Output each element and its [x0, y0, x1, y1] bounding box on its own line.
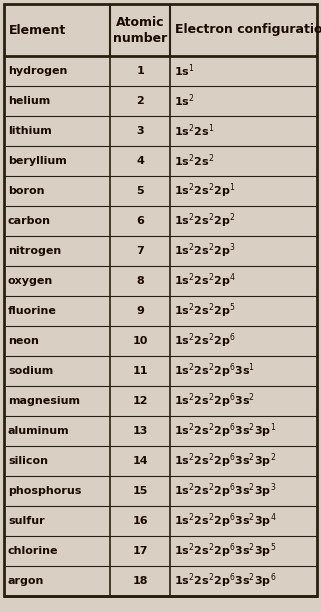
Text: helium: helium [8, 96, 50, 106]
Text: argon: argon [8, 576, 44, 586]
Text: silicon: silicon [8, 456, 48, 466]
Text: Element: Element [9, 23, 66, 37]
Text: 5: 5 [136, 186, 144, 196]
Text: 15: 15 [133, 486, 148, 496]
Text: Atomic
number: Atomic number [113, 15, 167, 45]
Text: 1s$^2$2s$^2$2p$^6$3s$^2$3p$^2$: 1s$^2$2s$^2$2p$^6$3s$^2$3p$^2$ [174, 452, 276, 470]
Text: 18: 18 [132, 576, 148, 586]
Text: 1s$^2$2s$^2$2p$^6$3s$^2$3p$^3$: 1s$^2$2s$^2$2p$^6$3s$^2$3p$^3$ [174, 482, 276, 500]
Text: beryllium: beryllium [8, 156, 67, 166]
Text: 13: 13 [133, 426, 148, 436]
Text: 1: 1 [136, 66, 144, 76]
Text: boron: boron [8, 186, 45, 196]
Text: sodium: sodium [8, 366, 53, 376]
Text: carbon: carbon [8, 216, 51, 226]
Text: oxygen: oxygen [8, 276, 53, 286]
Text: 1s$^2$2s$^1$: 1s$^2$2s$^1$ [174, 122, 214, 140]
Text: 1s$^2$2s$^2$2p$^6$: 1s$^2$2s$^2$2p$^6$ [174, 332, 236, 350]
Text: fluorine: fluorine [8, 306, 57, 316]
Text: 9: 9 [136, 306, 144, 316]
Text: 1s$^2$2s$^2$: 1s$^2$2s$^2$ [174, 153, 214, 170]
Text: 1s$^2$2s$^2$2p$^1$: 1s$^2$2s$^2$2p$^1$ [174, 182, 235, 200]
Text: 12: 12 [132, 396, 148, 406]
Text: Electron configuration: Electron configuration [175, 23, 321, 37]
Text: 2: 2 [136, 96, 144, 106]
Text: neon: neon [8, 336, 39, 346]
Text: 14: 14 [132, 456, 148, 466]
Text: 7: 7 [136, 246, 144, 256]
Text: lithium: lithium [8, 126, 52, 136]
Text: sulfur: sulfur [8, 516, 45, 526]
Text: 1s$^2$2s$^2$2p$^2$: 1s$^2$2s$^2$2p$^2$ [174, 212, 235, 230]
Text: 17: 17 [132, 546, 148, 556]
Text: 10: 10 [133, 336, 148, 346]
Text: magnesium: magnesium [8, 396, 80, 406]
Text: 1s$^1$: 1s$^1$ [174, 62, 195, 80]
Text: 16: 16 [132, 516, 148, 526]
Text: 1s$^2$2s$^2$2p$^6$3s$^2$3p$^1$: 1s$^2$2s$^2$2p$^6$3s$^2$3p$^1$ [174, 422, 276, 440]
Text: 1s$^2$2s$^2$2p$^4$: 1s$^2$2s$^2$2p$^4$ [174, 272, 236, 290]
Text: nitrogen: nitrogen [8, 246, 61, 256]
Text: 1s$^2$2s$^2$2p$^5$: 1s$^2$2s$^2$2p$^5$ [174, 302, 235, 320]
Text: chlorine: chlorine [8, 546, 58, 556]
Text: 1s$^2$2s$^2$2p$^6$3s$^2$: 1s$^2$2s$^2$2p$^6$3s$^2$ [174, 392, 255, 410]
Text: 3: 3 [136, 126, 144, 136]
Text: 1s$^2$2s$^2$2p$^6$3s$^2$3p$^5$: 1s$^2$2s$^2$2p$^6$3s$^2$3p$^5$ [174, 542, 276, 561]
Text: 1s$^2$: 1s$^2$ [174, 92, 195, 110]
Text: 1s$^2$2s$^2$2p$^3$: 1s$^2$2s$^2$2p$^3$ [174, 242, 235, 260]
Text: hydrogen: hydrogen [8, 66, 67, 76]
Text: 1s$^2$2s$^2$2p$^6$3s$^2$3p$^6$: 1s$^2$2s$^2$2p$^6$3s$^2$3p$^6$ [174, 572, 276, 591]
Text: 8: 8 [136, 276, 144, 286]
Text: phosphorus: phosphorus [8, 486, 82, 496]
Text: 1s$^2$2s$^2$2p$^6$3s$^1$: 1s$^2$2s$^2$2p$^6$3s$^1$ [174, 362, 255, 380]
Text: 11: 11 [132, 366, 148, 376]
Text: 6: 6 [136, 216, 144, 226]
Text: aluminum: aluminum [8, 426, 70, 436]
Text: 1s$^2$2s$^2$2p$^6$3s$^2$3p$^4$: 1s$^2$2s$^2$2p$^6$3s$^2$3p$^4$ [174, 512, 276, 531]
Text: 4: 4 [136, 156, 144, 166]
